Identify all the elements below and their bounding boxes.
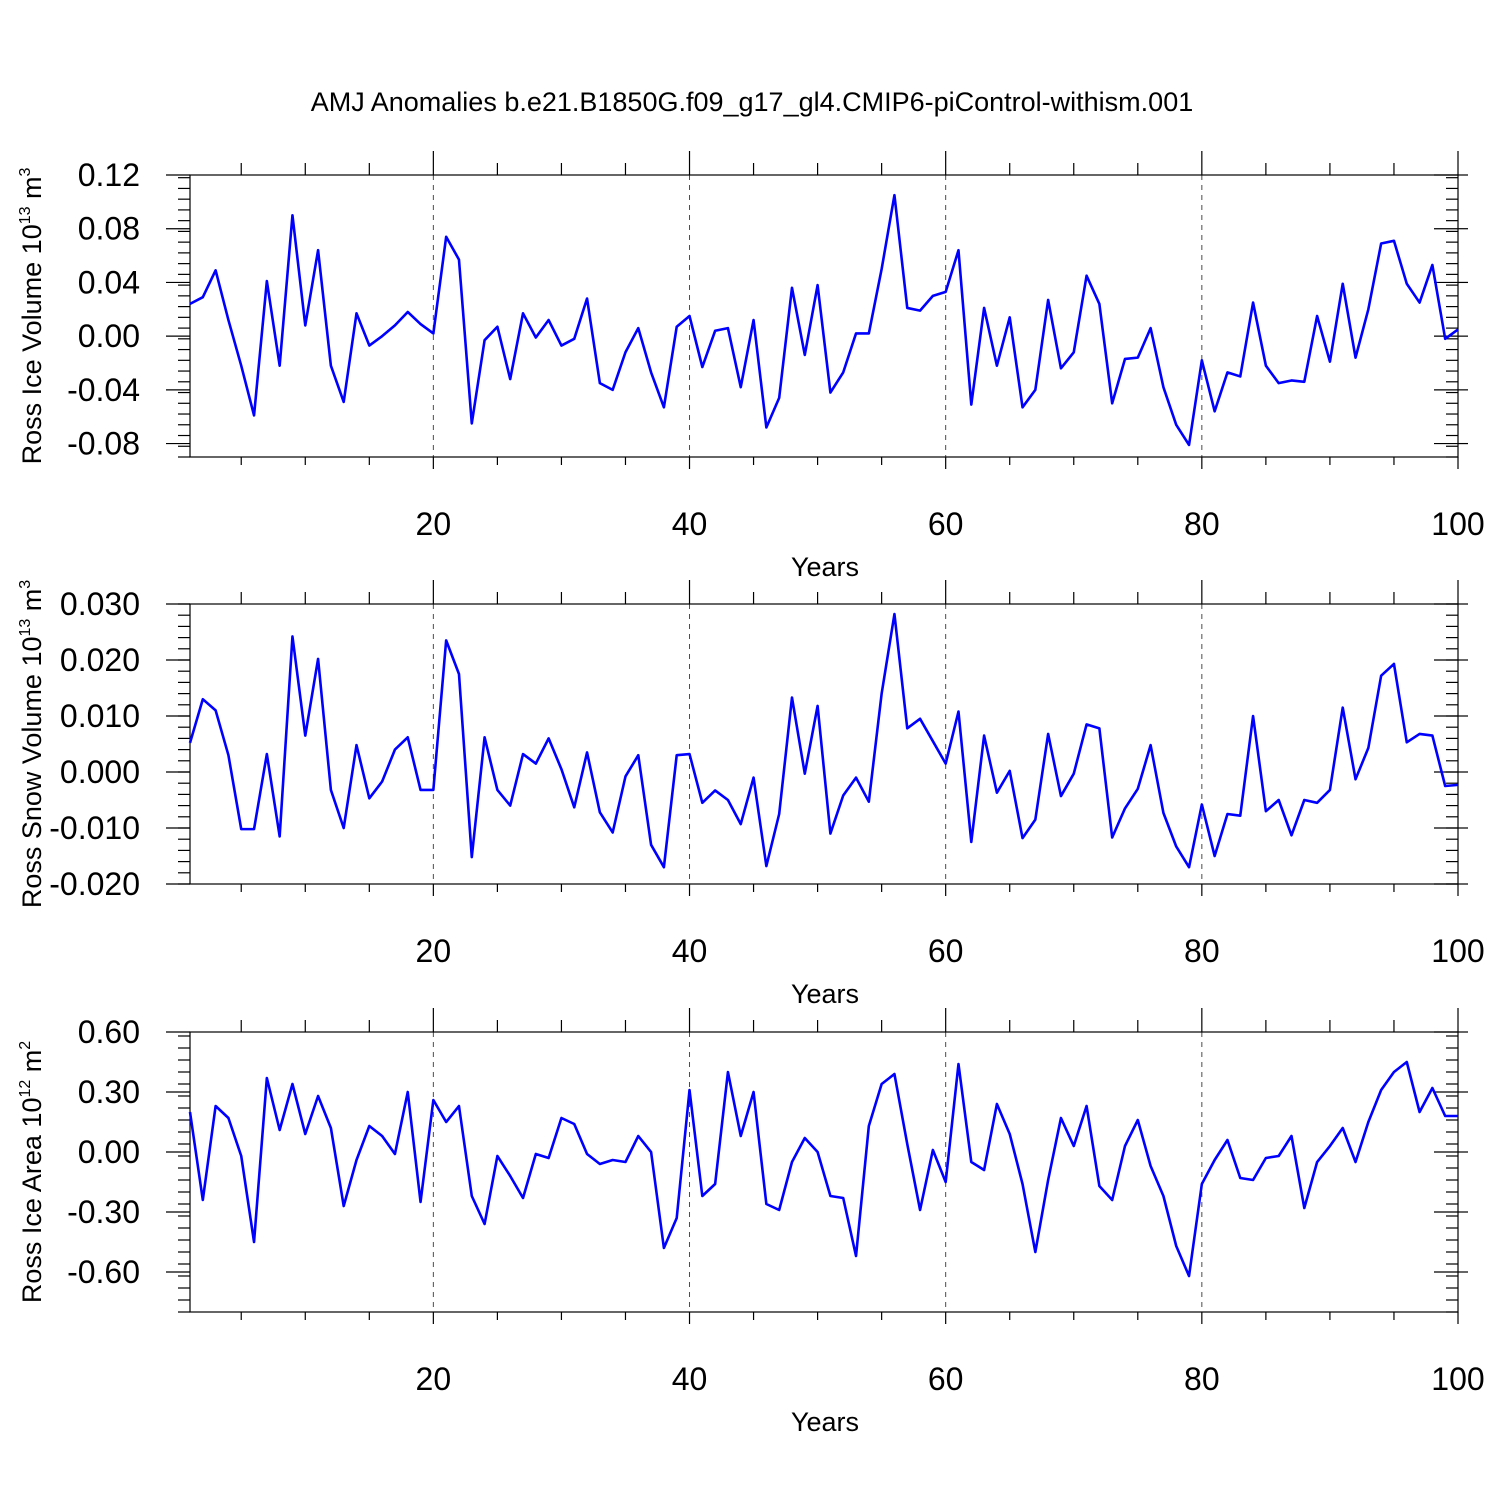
x-tick-label: 80 (1184, 506, 1220, 542)
y-axis-title-ylabel-sup: 12 (17, 1080, 34, 1098)
x-tick-label: 80 (1184, 933, 1220, 969)
y-tick-label: 0.000 (60, 754, 140, 790)
x-tick-label: 60 (928, 1361, 964, 1397)
x-tick-label: 60 (928, 506, 964, 542)
x-tick-label: 20 (416, 506, 452, 542)
plot-frame (189, 174, 1459, 458)
y-axis-title-ylabel-sup: 13 (17, 206, 34, 224)
y-tick-label: -0.020 (49, 866, 140, 902)
y-tick-label: -0.010 (49, 810, 140, 846)
y-tick-label: 0.00 (78, 1134, 140, 1170)
y-tick-label: -0.60 (67, 1254, 140, 1290)
panel-ice-area: 20 40 60 80 100 0.60 0.30 0.00 -0.30 -0.60 Years Ro… (17, 1008, 1485, 1437)
y-tick-label: 0.030 (60, 586, 140, 622)
y-axis-title-ylabel-unit: m (17, 1050, 47, 1080)
y-axis-title-ylabel-sup: 13 (17, 619, 34, 637)
y-tick-label: 0.00 (78, 318, 140, 354)
y-tick-label: 0.08 (78, 211, 140, 247)
x-tick-label: 100 (1431, 506, 1484, 542)
y-tick-label: 0.30 (78, 1074, 140, 1110)
x-tick-label: 80 (1184, 1361, 1220, 1397)
y-tick-label: 0.04 (78, 264, 140, 300)
y-tick-label: -0.30 (67, 1194, 140, 1230)
x-axis-title: Years (791, 1407, 859, 1437)
y-tick-label: -0.08 (67, 426, 140, 462)
y-tick-label: 0.020 (60, 642, 140, 678)
chart-title: AMJ Anomalies b.e21.B1850G.f09_g17_gl4.C… (311, 87, 1193, 117)
x-axis-title: Years (791, 979, 859, 1009)
x-tick-label: 40 (672, 506, 708, 542)
y-tick-label: -0.04 (67, 372, 140, 408)
plot-frame (189, 1031, 1459, 1313)
y-axis-title: Ross Ice Area 1012 m2 (17, 1041, 47, 1303)
panel-ice-volume: 20 40 60 80 100 0.12 0.08 0.04 0.00 -0.04 -0.08 Yea… (17, 151, 1485, 582)
series-line (189, 193, 1459, 447)
y-axis-title-ylabel-unit-sup: 2 (17, 1041, 34, 1050)
x-tick-label: 40 (672, 1361, 708, 1397)
y-axis-title-ylabel-unit-sup: 3 (17, 580, 34, 589)
y-axis-title-ylabel-unit: m (17, 176, 47, 206)
x-tick-label: 20 (416, 933, 452, 969)
y-tick-label: 0.010 (60, 698, 140, 734)
y-axis-title: Ross Ice Volume 1013 m3 (17, 167, 47, 464)
y-axis-title-ylabel: Ross Ice Volume 10 (17, 224, 47, 464)
plot-frame (189, 603, 1459, 885)
x-tick-label: 100 (1431, 1361, 1484, 1397)
panel-snow-volume: 20 40 60 80 100 0.030 0.020 0.010 0.000 -0.010 -0.… (17, 580, 1485, 1009)
x-tick-label: 40 (672, 933, 708, 969)
y-axis-title-ylabel-unit-sup: 3 (17, 167, 34, 176)
y-axis-title-ylabel: Ross Ice Area 10 (17, 1098, 47, 1304)
y-axis-title-ylabel: Ross Snow Volume 10 (17, 637, 47, 909)
x-tick-label: 20 (416, 1361, 452, 1397)
x-axis-title: Years (791, 552, 859, 582)
y-axis-title: Ross Snow Volume 1013 m3 (17, 580, 47, 908)
y-tick-label: 0.60 (78, 1014, 140, 1050)
series-line (188, 1060, 1458, 1278)
x-tick-label: 100 (1431, 933, 1484, 969)
x-tick-label: 60 (928, 933, 964, 969)
y-axis-title-ylabel-unit: m (17, 589, 47, 619)
series-line (188, 612, 1459, 869)
y-tick-label: 0.12 (78, 157, 140, 193)
